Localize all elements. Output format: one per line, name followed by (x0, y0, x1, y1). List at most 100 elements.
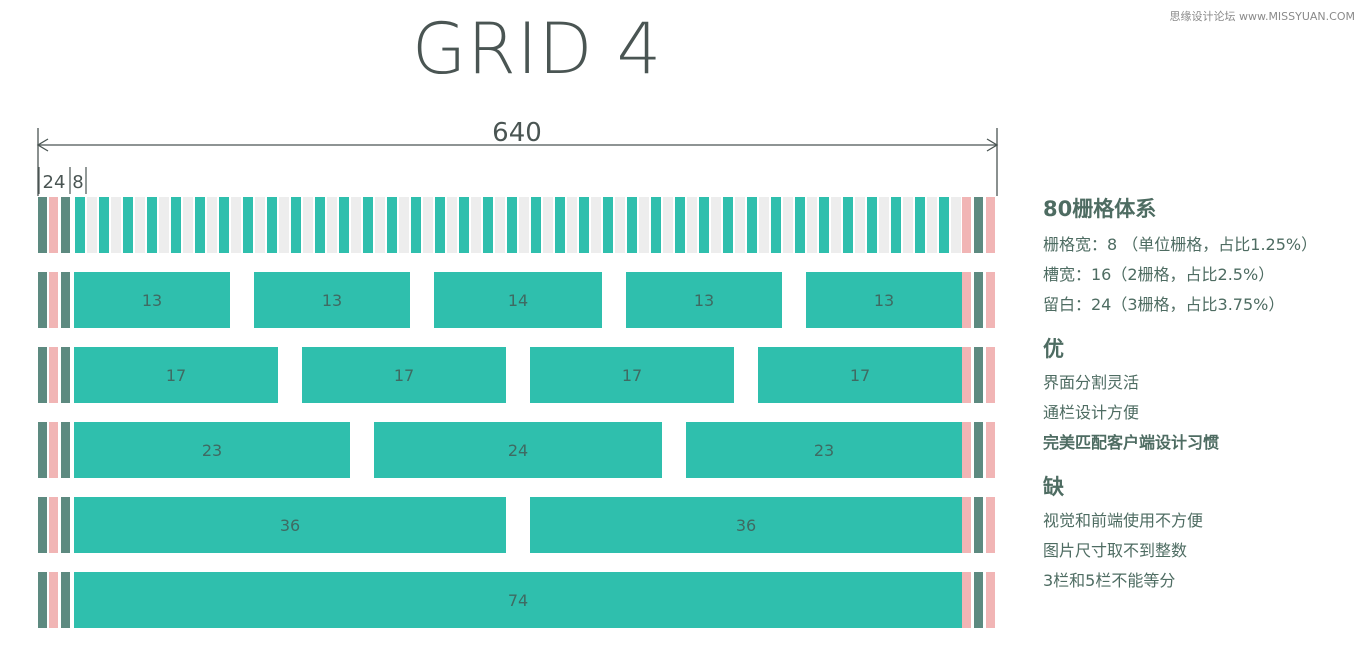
margin-strip (49, 572, 58, 628)
span-block (806, 272, 962, 328)
unit-cell (207, 197, 217, 253)
margin-strip (962, 497, 971, 553)
margin-strip (974, 197, 983, 253)
span-block (530, 497, 962, 553)
span-block (626, 272, 782, 328)
span-block (758, 347, 962, 403)
unit-cell (243, 197, 253, 253)
unit-cell (675, 197, 685, 253)
unit-cell (651, 197, 661, 253)
unit-cell (519, 197, 529, 253)
span-label: 23 (814, 441, 834, 460)
unit-cell (591, 197, 601, 253)
cell-label: 8 (72, 172, 83, 193)
unit-cell (423, 197, 433, 253)
span-block (434, 272, 602, 328)
unit-cell (555, 197, 565, 253)
unit-cell (567, 197, 577, 253)
unit-cell (783, 197, 793, 253)
span-label: 13 (874, 291, 894, 310)
unit-cell (123, 197, 133, 253)
unit-cell (483, 197, 493, 253)
unit-cell (759, 197, 769, 253)
unit-cell (603, 197, 613, 253)
unit-cell (747, 197, 757, 253)
span-block (74, 347, 278, 403)
span-label: 13 (694, 291, 714, 310)
margin-strip (61, 197, 70, 253)
unit-cell (219, 197, 229, 253)
grid-width-text: 栅格宽：8 （单位栅格，占比1.25%） (1043, 235, 1318, 254)
span-block (74, 497, 506, 553)
unit-cell (579, 197, 589, 253)
unit-cell (615, 197, 625, 253)
unit-cell (135, 197, 145, 253)
span-row: 23 24 23 (38, 422, 995, 478)
page-title: GRID 4 (412, 8, 663, 90)
margin-strip (38, 347, 47, 403)
unit-cell (459, 197, 469, 253)
margin-strip (38, 572, 47, 628)
margin-strip (38, 272, 47, 328)
span-label: 74 (508, 591, 528, 610)
grid-diagram: 640 24 8 13 13 14 13 13 17 17 17 17 23 24 23 36 36 74 (36, 118, 999, 628)
span-row: 74 (38, 572, 995, 628)
margin-strip (49, 422, 58, 478)
cons-item: 3栏和5栏不能等分 (1043, 571, 1176, 590)
span-label: 24 (508, 441, 528, 460)
span-block (254, 272, 410, 328)
margin-strip (49, 272, 58, 328)
margin-strip (61, 572, 70, 628)
unit-cell (831, 197, 841, 253)
unit-cell (411, 197, 421, 253)
unit-cell (327, 197, 337, 253)
unit-cell (111, 197, 121, 253)
unit-cell (171, 197, 181, 253)
span-block (374, 422, 662, 478)
unit-cell (795, 197, 805, 253)
unit-cell (771, 197, 781, 253)
margin-strip (974, 422, 983, 478)
unit-cell (471, 197, 481, 253)
margin-strip (986, 497, 995, 553)
margin-strip (61, 272, 70, 328)
unit-cell (543, 197, 553, 253)
unit-cell (87, 197, 97, 253)
margin-strip (38, 197, 47, 253)
unit-cell (159, 197, 169, 253)
cons-item: 视觉和前端使用不方便 (1043, 511, 1204, 530)
unit-cell (315, 197, 325, 253)
unit-cell (639, 197, 649, 253)
span-label: 36 (736, 516, 756, 535)
cons-title: 缺 (1043, 475, 1064, 499)
unit-cell (255, 197, 265, 253)
margin-strip (986, 572, 995, 628)
unit-cell (435, 197, 445, 253)
unit-cell (291, 197, 301, 253)
unit-cell (375, 197, 385, 253)
unit-cell (495, 197, 505, 253)
margin-strip (962, 272, 971, 328)
margin-strip (974, 572, 983, 628)
unit-cell (939, 197, 949, 253)
gutter-width-text: 槽宽：16（2栅格，占比2.5%） (1043, 265, 1275, 284)
unit-cell (867, 197, 877, 253)
unit-cell (627, 197, 637, 253)
unit-cell (735, 197, 745, 253)
margin-strip (61, 347, 70, 403)
margin-strip (38, 497, 47, 553)
side-panel: 80栅格体系 栅格宽：8 （单位栅格，占比1.25%） 槽宽：16（2栅格，占比… (1043, 192, 1363, 596)
span-label: 23 (202, 441, 222, 460)
unit-cell (339, 197, 349, 253)
margin-strip (974, 272, 983, 328)
unit-cell (843, 197, 853, 253)
watermark: 思缘设计论坛 www.MISSYUAN.COM (1169, 10, 1355, 23)
span-label: 13 (322, 291, 342, 310)
margin-width-text: 留白：24（3栅格，占比3.75%） (1043, 295, 1285, 314)
margin-strip (974, 497, 983, 553)
unit-cell (915, 197, 925, 253)
span-row: 17 17 17 17 (38, 347, 995, 403)
pros-item: 界面分割灵活 (1043, 373, 1140, 392)
total-width-dimension (36, 128, 999, 196)
margin-strip (986, 272, 995, 328)
